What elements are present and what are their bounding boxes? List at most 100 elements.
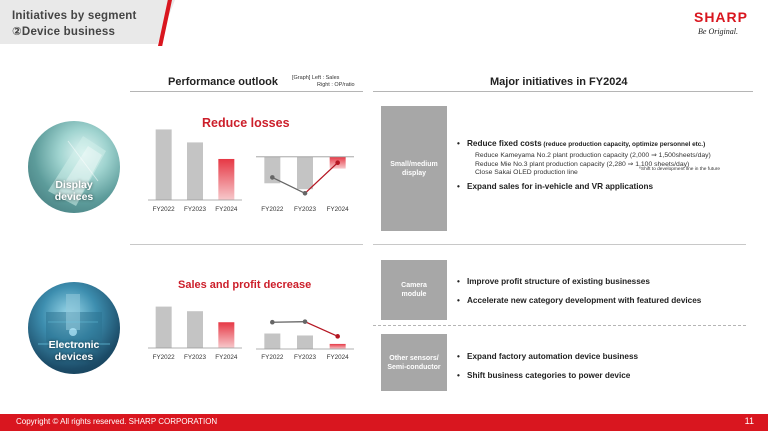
chart-line-segment (272, 321, 306, 323)
chart-line-segment (304, 321, 338, 337)
category-label-line: Camera (401, 282, 427, 289)
chart-bar (155, 129, 172, 200)
category-other-sensors: Other sensors/ Semi-conductor (381, 334, 447, 391)
dashed-divider (373, 325, 746, 326)
sub-item: Reduce Mie No.3 plant production capacit… (475, 161, 690, 168)
electronic-sales-chart: FY2022 FY2023 FY2024 (148, 302, 242, 362)
display-devices-image: Display devices (28, 121, 120, 213)
bullet-text: Expand sales for in-vehicle and VR appli… (467, 182, 654, 191)
page-title: Initiatives by segment (12, 10, 137, 22)
chart-bar (329, 343, 346, 349)
electronic-op-chart: FY2022 FY2023 FY2024 (256, 318, 354, 362)
chart-line-point (270, 175, 275, 180)
header: Initiatives by segment ②Device business … (0, 0, 768, 46)
chart-tick-label: FY2024 (327, 206, 350, 213)
chart-tick-label: FY2022 (261, 206, 284, 213)
chart-tick-label: FY2024 (327, 354, 350, 361)
display-op-chart: FY2022 FY2023 FY2024 (256, 148, 354, 216)
chart-line-point (270, 319, 275, 325)
copyright: Copyright © All rights reserved. SHARP C… (16, 417, 218, 426)
display-op-svg: FY2022 FY2023 FY2024 (256, 156, 354, 213)
chart-bar (264, 333, 281, 349)
segment-label-line: devices (54, 191, 94, 203)
chart-tick-label: FY2024 (215, 206, 238, 213)
bullet-text: Improve profit structure of existing bus… (467, 277, 650, 286)
chart-line-point (302, 190, 308, 196)
segment-label: Display devices (28, 179, 120, 203)
performance-outlook-title: Performance outlook (168, 76, 279, 88)
chart-bar (264, 156, 281, 184)
category-camera-module: Camera module (381, 260, 447, 320)
graph-note-line2: Right : OP/ratio (317, 82, 355, 88)
bullet-text: Shift business categories to power devic… (467, 371, 631, 380)
chart-tick-label: FY2023 (184, 206, 207, 213)
page-number: 11 (744, 416, 754, 426)
chart-line-point (335, 160, 340, 166)
segment-label-line: Display (55, 179, 93, 191)
bullet-dot: • (457, 352, 460, 361)
electronic-devices-image: Electronic devices (28, 282, 120, 374)
chart-line-segment (272, 176, 306, 194)
circuit-board-illustration (38, 294, 110, 345)
bullet-text: Reduce fixed costs (467, 139, 542, 148)
category-label-line: display (401, 169, 427, 177)
bullet-dot: • (457, 139, 460, 148)
display-panel-illustration (48, 136, 106, 206)
category-label-line: module (401, 291, 427, 298)
chart-tick-label: FY2022 (261, 354, 284, 361)
electronic-op-svg: FY2022 FY2023 FY2024 (256, 319, 354, 361)
bullet-power-device: • Shift business categories to power devi… (457, 371, 630, 380)
divider (130, 91, 363, 92)
chart-line-point (302, 319, 308, 324)
electronic-sales-svg: FY2022 FY2023 FY2024 (148, 306, 242, 361)
chart-tick-label: FY2023 (294, 354, 317, 361)
segment-label-line: Electronic (48, 339, 100, 351)
chart-bar (187, 311, 203, 348)
bullet-text: Expand factory automation device busines… (467, 352, 639, 361)
segment-label: Electronic devices (28, 339, 120, 363)
sub-item: Reduce Kameyama No.2 plant production ca… (475, 152, 711, 159)
chart-bar (218, 158, 235, 200)
bullet-text: Accelerate new category development with… (467, 296, 702, 305)
chart-bar (297, 156, 313, 190)
bullet-factory-automation: • Expand factory automation device busine… (457, 352, 638, 361)
chart-line-segment (304, 162, 339, 194)
title-box: Initiatives by segment ②Device business (0, 0, 175, 44)
divider (373, 244, 746, 245)
display-sales-chart: FY2022 FY2023 FY2024 (148, 128, 242, 216)
chart-tick-label: FY2024 (215, 354, 238, 361)
graph-legend-note: [Graph] Left : Sales Right : OP/ratio (292, 75, 355, 89)
page-subtitle: ②Device business (12, 26, 116, 38)
display-sales-svg: FY2022 FY2023 FY2024 (148, 129, 242, 213)
bullet-dot: • (457, 277, 460, 286)
chart-bar (218, 322, 235, 348)
bullet-dot: • (457, 371, 460, 380)
chart-tick-label: FY2022 (153, 206, 176, 213)
footer-bar: Copyright © All rights reserved. SHARP C… (0, 414, 768, 431)
category-label-line: Other sensors/ (389, 354, 439, 362)
sub-item: Close Sakai OLED production line (475, 169, 578, 176)
electronic-headline: Sales and profit decrease (178, 279, 312, 291)
chart-line-point (335, 334, 340, 339)
chart-bar (187, 142, 203, 200)
major-initiatives-title: Major initiatives in FY2024 (490, 76, 628, 88)
bullet-expand-sales: • Expand sales for in-vehicle and VR appl… (457, 182, 653, 191)
bullet-improve-profit: • Improve profit structure of existing bu… (457, 277, 650, 286)
divider (130, 244, 363, 245)
chart-tick-label: FY2023 (184, 354, 207, 361)
divider (373, 91, 753, 92)
segment-label-line: devices (54, 351, 94, 363)
bullet-dot: • (457, 296, 460, 305)
graph-note-line1: [Graph] Left : Sales (292, 75, 340, 81)
sharp-logo: SHARP (693, 9, 748, 25)
bullet-note: (reduce production capacity, optimize pe… (541, 141, 706, 148)
bullet-reduce-fixed-costs: • Reduce fixed costs (reduce production c… (457, 139, 705, 148)
bullet-dot: • (457, 182, 460, 191)
category-small-medium-display: Small/medium display (381, 106, 447, 231)
chart-tick-label: FY2022 (153, 354, 176, 361)
display-headline: Reduce losses (202, 116, 290, 130)
category-label-line: Small/medium (390, 160, 438, 168)
category-label-line: Semi-conductor (387, 363, 441, 371)
chart-bar (297, 335, 313, 349)
tagline: Be Original. (698, 27, 738, 36)
